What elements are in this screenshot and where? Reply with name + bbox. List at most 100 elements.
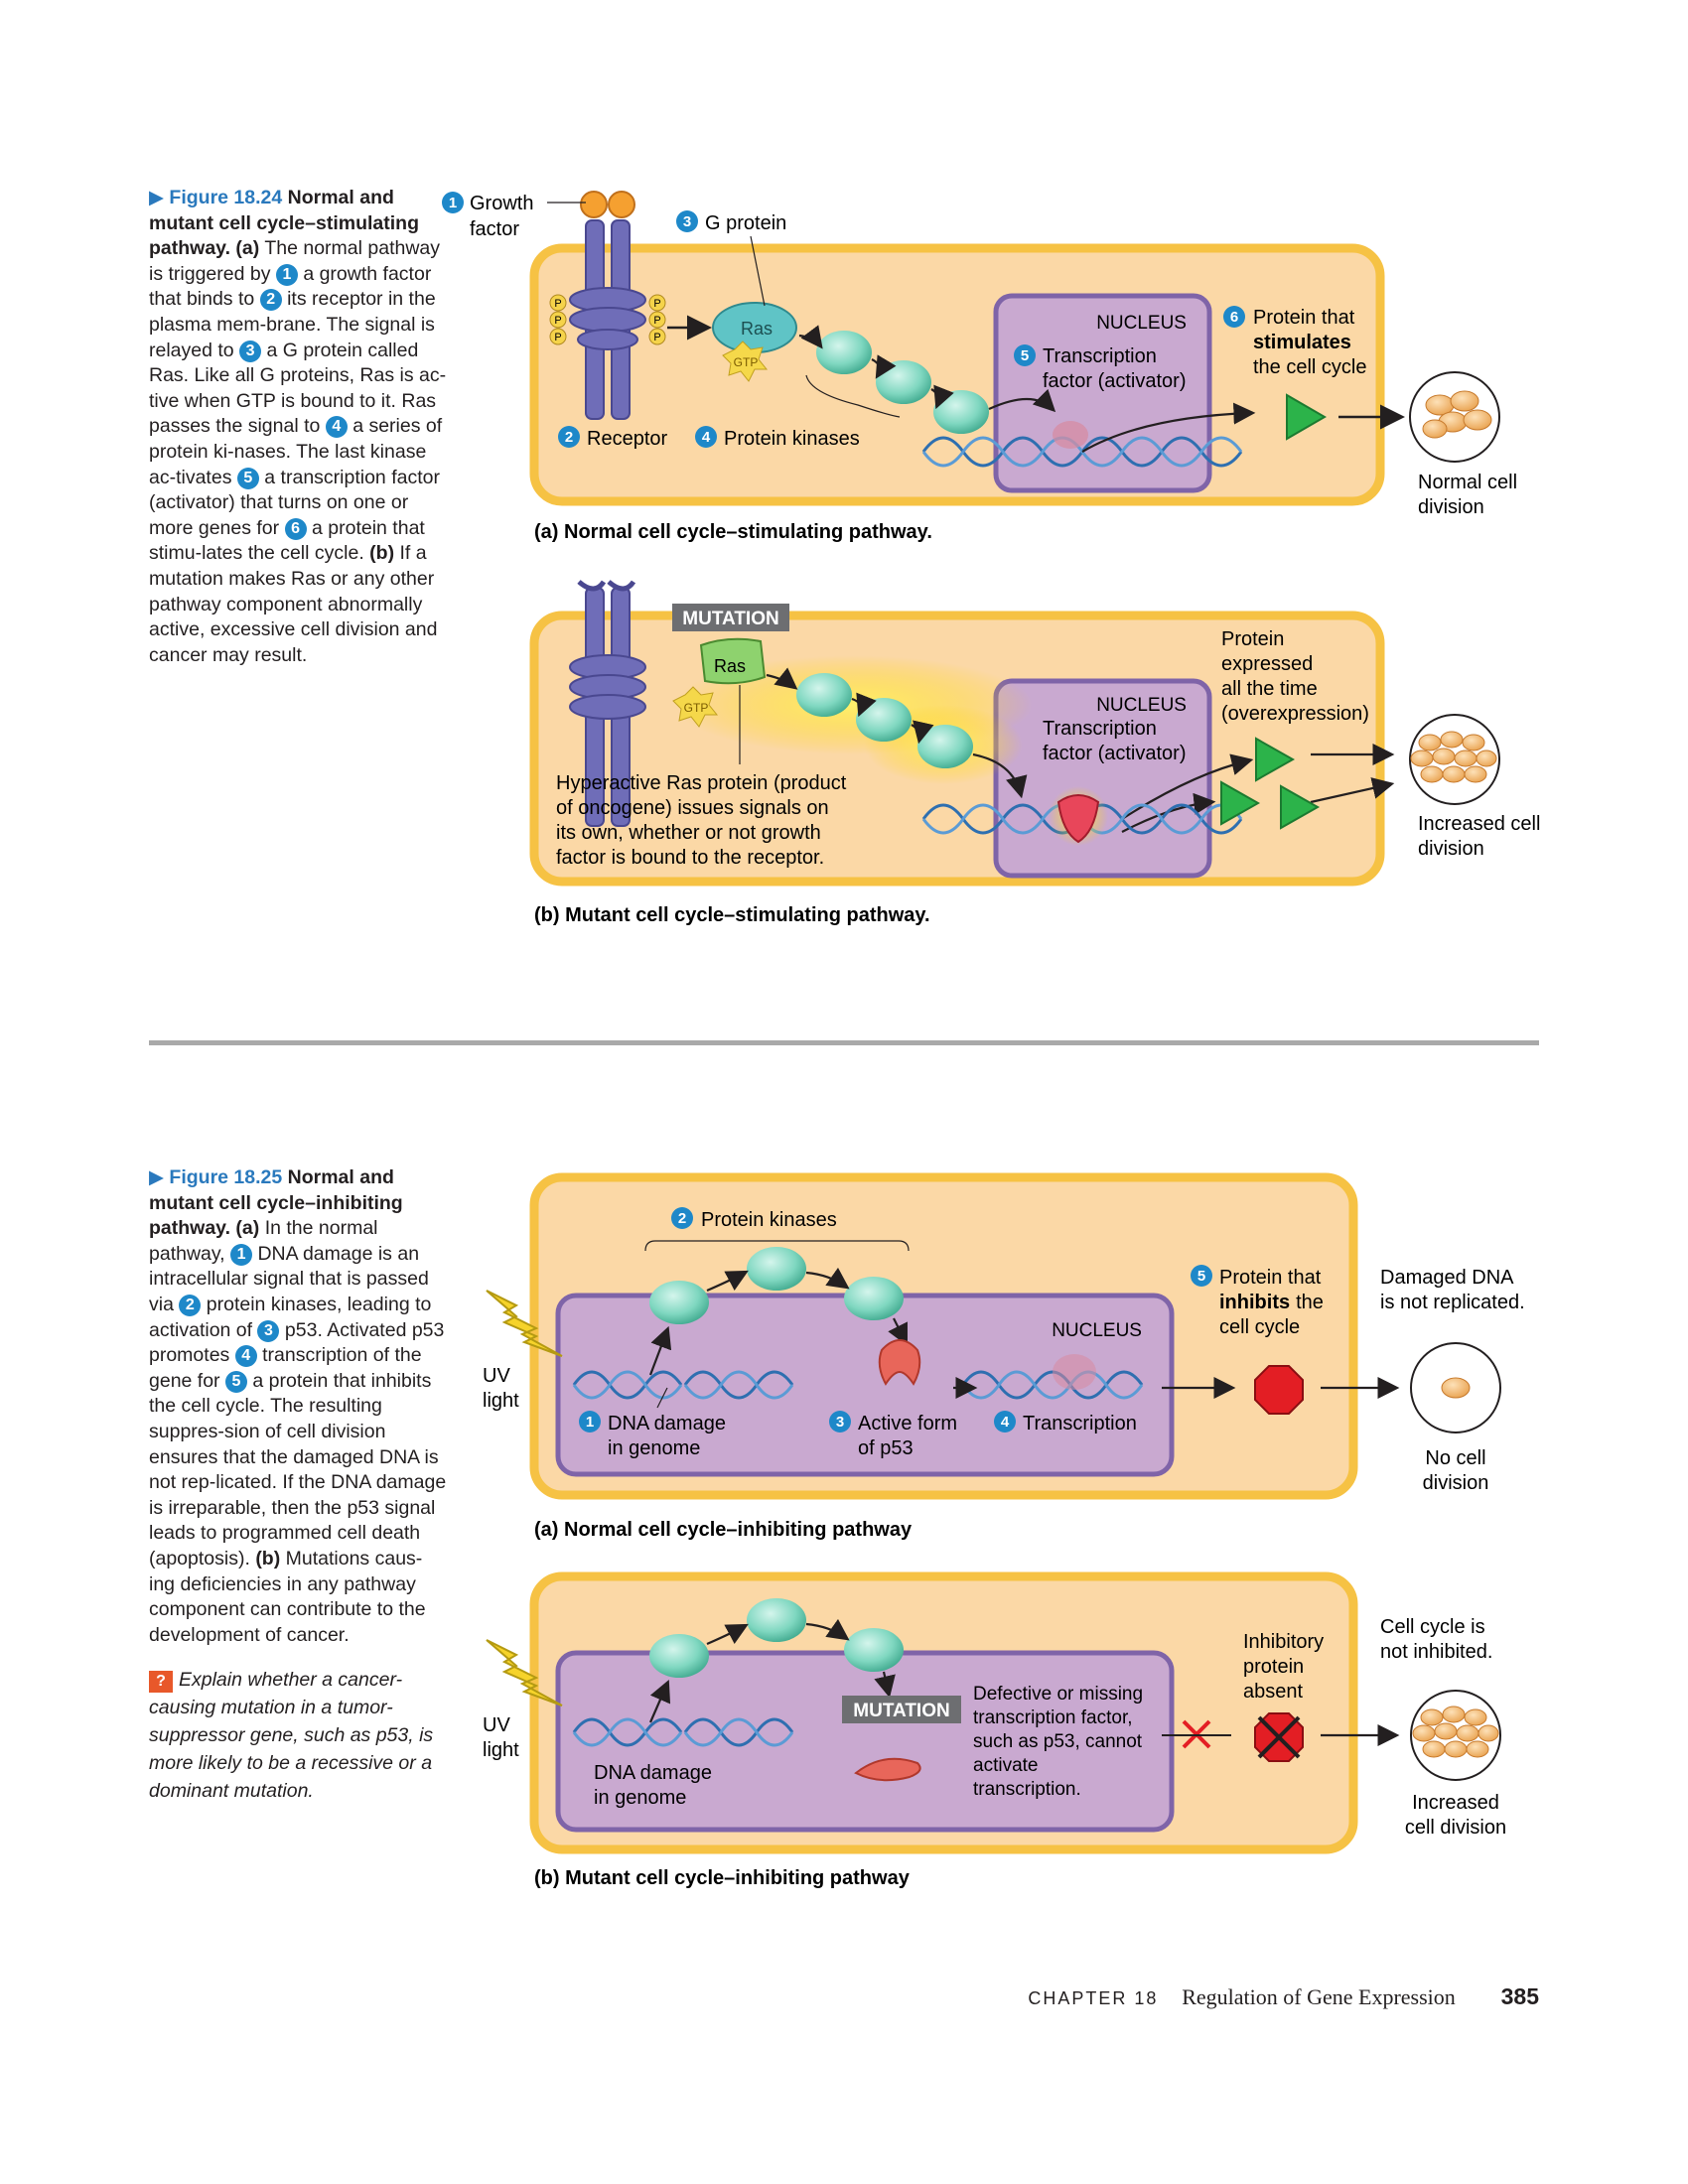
svg-text:(a) Normal cell cycle–stimulat: (a) Normal cell cycle–stimulating pathwa… — [534, 521, 932, 543]
svg-text:Receptor: Receptor — [587, 428, 667, 450]
transcription-factor-icon — [1053, 1354, 1096, 1390]
svg-text:3: 3 — [836, 1414, 844, 1431]
chapter-title: Regulation of Gene Expression — [1182, 1984, 1456, 2009]
step-5-badge: 5 — [224, 1370, 247, 1393]
svg-text:(b) Mutant cell cycle–stimulat: (b) Mutant cell cycle–stimulating pathwa… — [534, 904, 930, 926]
svg-text:(b) Mutant cell cycle–inhibiti: (b) Mutant cell cycle–inhibiting pathway — [534, 1867, 911, 1889]
svg-text:4: 4 — [702, 429, 711, 446]
kinase-3-icon — [844, 1277, 904, 1320]
step-2-badge: 2 — [259, 289, 282, 312]
transcription-factor-icon — [1056, 794, 1100, 844]
figure-label: ▶ Figure 18.25 — [149, 1166, 283, 1188]
svg-text:5: 5 — [1197, 1268, 1205, 1285]
section-divider — [149, 1040, 1539, 1045]
question-icon: ? — [149, 1671, 173, 1694]
svg-text:Protein kinases: Protein kinases — [724, 428, 860, 450]
svg-text:NUCLEUS: NUCLEUS — [1052, 1320, 1142, 1341]
svg-text:3: 3 — [683, 213, 691, 230]
transcription-factor-icon — [1053, 421, 1088, 449]
p53-icon — [878, 1339, 921, 1386]
step-3-badge: 3 — [239, 340, 262, 362]
gtp-icon — [672, 686, 719, 728]
figure-title: Normal and mutant cell cycle–inhibiting … — [149, 1166, 403, 1240]
uv-light-icon — [486, 1639, 563, 1706]
svg-text:2: 2 — [678, 1210, 686, 1227]
svg-text:(a) Normal cell cycle–inhibiti: (a) Normal cell cycle–inhibiting pathway — [534, 1519, 913, 1541]
kinase-1-icon — [649, 1634, 709, 1678]
svg-text:1: 1 — [586, 1414, 594, 1431]
svg-text:2: 2 — [565, 429, 573, 446]
kinase-1-icon — [816, 331, 872, 374]
single-cell-icon — [1441, 1377, 1471, 1399]
svg-text:P: P — [653, 332, 660, 343]
mutation-badge — [672, 604, 789, 631]
kinase-1-icon — [649, 1281, 709, 1324]
figure-title: Normal and mutant cell cycle–stimulating… — [149, 187, 420, 260]
phosphate-icon: P P P P P P — [549, 294, 666, 345]
kinase-2-icon — [747, 1247, 806, 1291]
svg-text:6: 6 — [1230, 309, 1238, 326]
svg-text:1: 1 — [449, 195, 457, 211]
svg-text:Protein kinases: Protein kinases — [701, 1209, 837, 1231]
cells-icon — [1412, 1706, 1499, 1758]
svg-text:GTP: GTP — [684, 701, 709, 715]
chapter-label: CHAPTER 18 — [1028, 1988, 1159, 2008]
svg-text:G protein: G protein — [705, 212, 786, 234]
protein-triangle-icon — [1220, 737, 1321, 830]
cells-icon — [1422, 390, 1492, 439]
defective-p53-icon — [854, 1757, 921, 1782]
step-2-badge: 2 — [179, 1294, 202, 1316]
kinase-3-icon — [933, 390, 989, 434]
svg-text:Ras: Ras — [741, 319, 773, 339]
svg-text:4: 4 — [1001, 1414, 1010, 1431]
nucleus-a — [993, 293, 1212, 493]
kinase-2-icon — [856, 698, 912, 742]
step-3-badge: 3 — [257, 1319, 280, 1342]
page-footer: CHAPTER 18 Regulation of Gene Expression… — [993, 1983, 1539, 2010]
kinase-3-icon — [844, 1628, 904, 1672]
svg-text:Transcription: Transcription — [1023, 1413, 1137, 1434]
cells-icon — [1410, 731, 1497, 783]
figure-18-24-diagram: P P P P P P Ras GTP 1 Growth factor 3 G p… — [442, 191, 1540, 926]
kinase-3-icon — [917, 725, 973, 768]
step-4-badge: 4 — [325, 416, 348, 439]
growth-factor-icon — [580, 191, 635, 218]
svg-text:P: P — [653, 315, 660, 327]
gtp-icon — [722, 341, 769, 382]
step-6-badge: 6 — [284, 517, 307, 540]
svg-text:NUCLEUS: NUCLEUS — [1096, 695, 1187, 716]
svg-text:MUTATION: MUTATION — [853, 1701, 949, 1721]
svg-text:P: P — [554, 315, 561, 327]
svg-text:P: P — [554, 298, 561, 310]
svg-text:GTP: GTP — [734, 355, 759, 369]
figure-label: ▶ Figure 18.24 — [149, 187, 283, 208]
step-4-badge: 4 — [234, 1345, 257, 1368]
page-number: 385 — [1500, 1983, 1539, 2009]
receptor-icon — [569, 580, 646, 827]
question: ? Explain whether a cancer-causing mutati… — [149, 1669, 434, 1803]
svg-text:5: 5 — [1021, 347, 1029, 364]
figure-18-25-caption: ▶ Figure 18.25 Normal and mutant cell cy… — [149, 1165, 447, 1805]
svg-text:MUTATION: MUTATION — [682, 609, 778, 629]
receptor-icon — [569, 219, 646, 420]
kinase-1-icon — [796, 673, 852, 717]
stop-octagon-icon — [1254, 1365, 1304, 1415]
kinase-2-icon — [747, 1598, 806, 1642]
figure-18-25-diagram: UV light 2 Protein kinases NUCLEUS 1 DNA … — [483, 1172, 1525, 1889]
protein-triangle-icon — [1286, 393, 1327, 441]
